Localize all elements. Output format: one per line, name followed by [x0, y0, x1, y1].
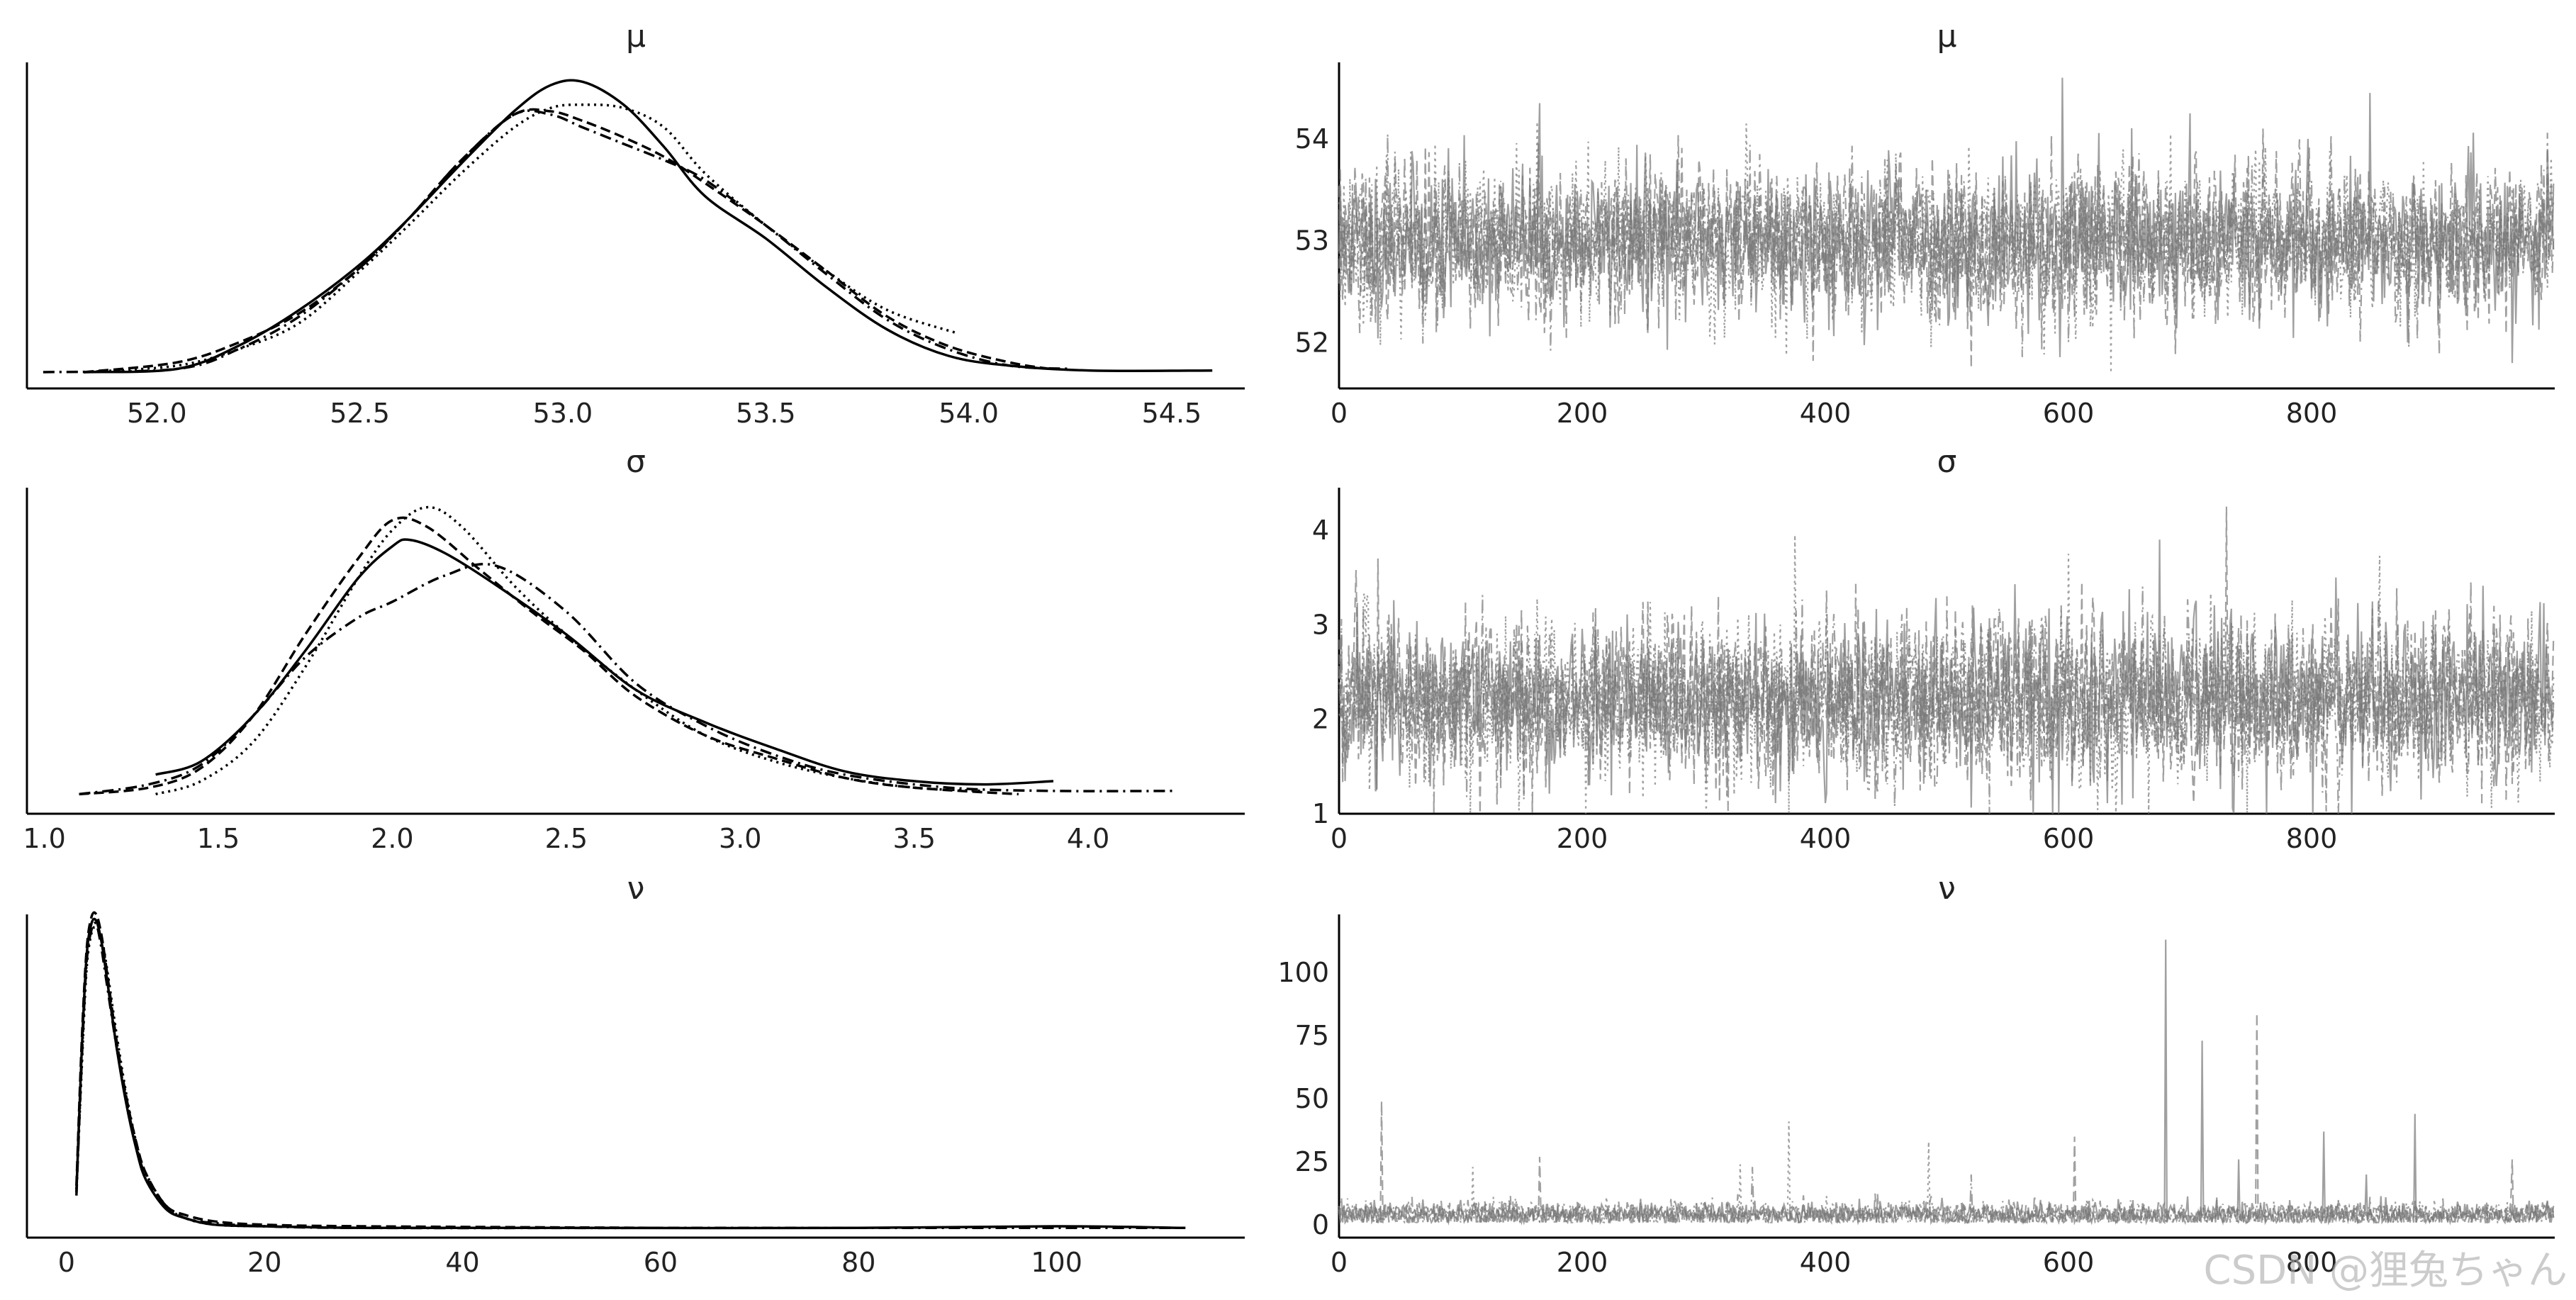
trace-series-solid — [1338, 939, 2555, 1226]
x-tick-label: 53.0 — [533, 398, 593, 429]
trace-series-dashdot — [1338, 581, 2555, 814]
x-tick-label: 80 — [841, 1247, 875, 1278]
panel-title: μ — [1937, 18, 1957, 55]
y-tick-label: 1 — [1312, 798, 1329, 829]
x-tick-label: 600 — [2043, 1247, 2095, 1278]
y-tick-label: 50 — [1295, 1083, 1329, 1114]
density-series-dashdot — [75, 921, 1186, 1230]
panel-title: ν — [627, 870, 645, 907]
x-tick-label: 400 — [1800, 1247, 1852, 1278]
y-tick-label: 25 — [1295, 1146, 1329, 1177]
x-tick-label: 200 — [1557, 823, 1608, 854]
x-tick-label: 1.0 — [23, 823, 65, 854]
x-tick-label: 800 — [2286, 823, 2338, 854]
panel-trace-6: ν 0 200 400 600 800 0 25 50 75 100 — [1277, 870, 2555, 1278]
y-tick-label: 2 — [1312, 704, 1329, 735]
x-tick-label: 2.0 — [371, 823, 413, 854]
density-series-dotted — [84, 103, 957, 374]
trace-series-dashed — [1338, 128, 2555, 369]
x-tick-label: 100 — [1031, 1247, 1082, 1278]
watermark: CSDN @狸兔ちゃん — [2203, 1248, 2567, 1294]
x-tick-label: 200 — [1557, 1247, 1608, 1278]
trace-series-dashdot — [1338, 133, 2555, 357]
x-tick-label: 600 — [2043, 823, 2095, 854]
y-tick-label: 100 — [1277, 957, 1329, 988]
density-series-dashdot — [43, 109, 1070, 374]
y-tick-label: 75 — [1295, 1020, 1329, 1051]
panel-trace-4: σ 0 200 400 600 800 1 2 3 4 — [1312, 444, 2555, 854]
x-tick-label: 2.5 — [545, 823, 588, 854]
x-tick-label: 0 — [1331, 1247, 1348, 1278]
y-tick-label: 0 — [1312, 1209, 1329, 1240]
panel-density-3: σ 1.0 1.5 2.0 2.5 3.0 3.5 4.0 — [23, 444, 1245, 854]
density-series-dotted — [155, 505, 984, 796]
x-tick-label: 52.5 — [330, 398, 390, 429]
x-tick-label: 800 — [2286, 1247, 2338, 1278]
x-tick-label: 400 — [1800, 823, 1852, 854]
density-series-dashdot — [79, 563, 1175, 796]
x-tick-label: 54.0 — [939, 398, 999, 429]
x-tick-label: 53.5 — [736, 398, 796, 429]
density-series-solid — [84, 79, 1213, 374]
x-tick-label: 1.5 — [197, 823, 240, 854]
panel-title: σ — [626, 444, 646, 480]
density-series-dashed — [79, 516, 1019, 796]
y-tick-label: 53 — [1295, 225, 1329, 257]
x-tick-label: 40 — [445, 1247, 479, 1278]
x-tick-label: 600 — [2043, 398, 2095, 429]
x-tick-label: 60 — [644, 1247, 678, 1278]
density-series-dotted — [75, 926, 364, 1230]
trace-series-dotted — [1338, 121, 2555, 374]
x-tick-label: 200 — [1557, 398, 1608, 429]
panel-density-5: ν 0 20 40 60 80 100 — [26, 870, 1245, 1278]
x-tick-label: 3.0 — [719, 823, 761, 854]
panel-title: μ — [626, 18, 646, 55]
density-series-solid — [155, 538, 1054, 786]
trace-series-dashed — [1338, 506, 2555, 814]
density-series-dashed — [75, 911, 661, 1230]
x-tick-label: 800 — [2286, 398, 2338, 429]
x-tick-label: 3.5 — [892, 823, 935, 854]
x-tick-label: 4.0 — [1067, 823, 1109, 854]
panel-title: ν — [1938, 870, 1956, 907]
panel-density-1: μ 52.0 52.5 53.0 53.5 54.0 54.5 — [26, 18, 1245, 429]
density-series-dashed — [84, 108, 1051, 374]
x-tick-label: 400 — [1800, 398, 1852, 429]
y-tick-label: 3 — [1312, 609, 1329, 640]
y-tick-label: 54 — [1295, 123, 1329, 155]
x-tick-label: 0 — [1331, 823, 1348, 854]
x-tick-label: 54.5 — [1142, 398, 1202, 429]
panel-trace-2: μ 0 200 400 600 800 52 53 54 — [1295, 18, 2555, 429]
x-tick-label: 20 — [247, 1247, 281, 1278]
y-tick-label: 4 — [1312, 515, 1329, 546]
y-tick-label: 52 — [1295, 327, 1329, 358]
panel-title: σ — [1937, 444, 1957, 480]
density-series-solid — [75, 917, 1186, 1230]
x-tick-label: 52.0 — [127, 398, 187, 429]
x-tick-label: 0 — [1331, 398, 1348, 429]
trace-series-dashed — [1338, 1012, 2555, 1226]
trace-series-dashdot — [1339, 1167, 2555, 1226]
x-tick-label: 0 — [58, 1247, 75, 1278]
